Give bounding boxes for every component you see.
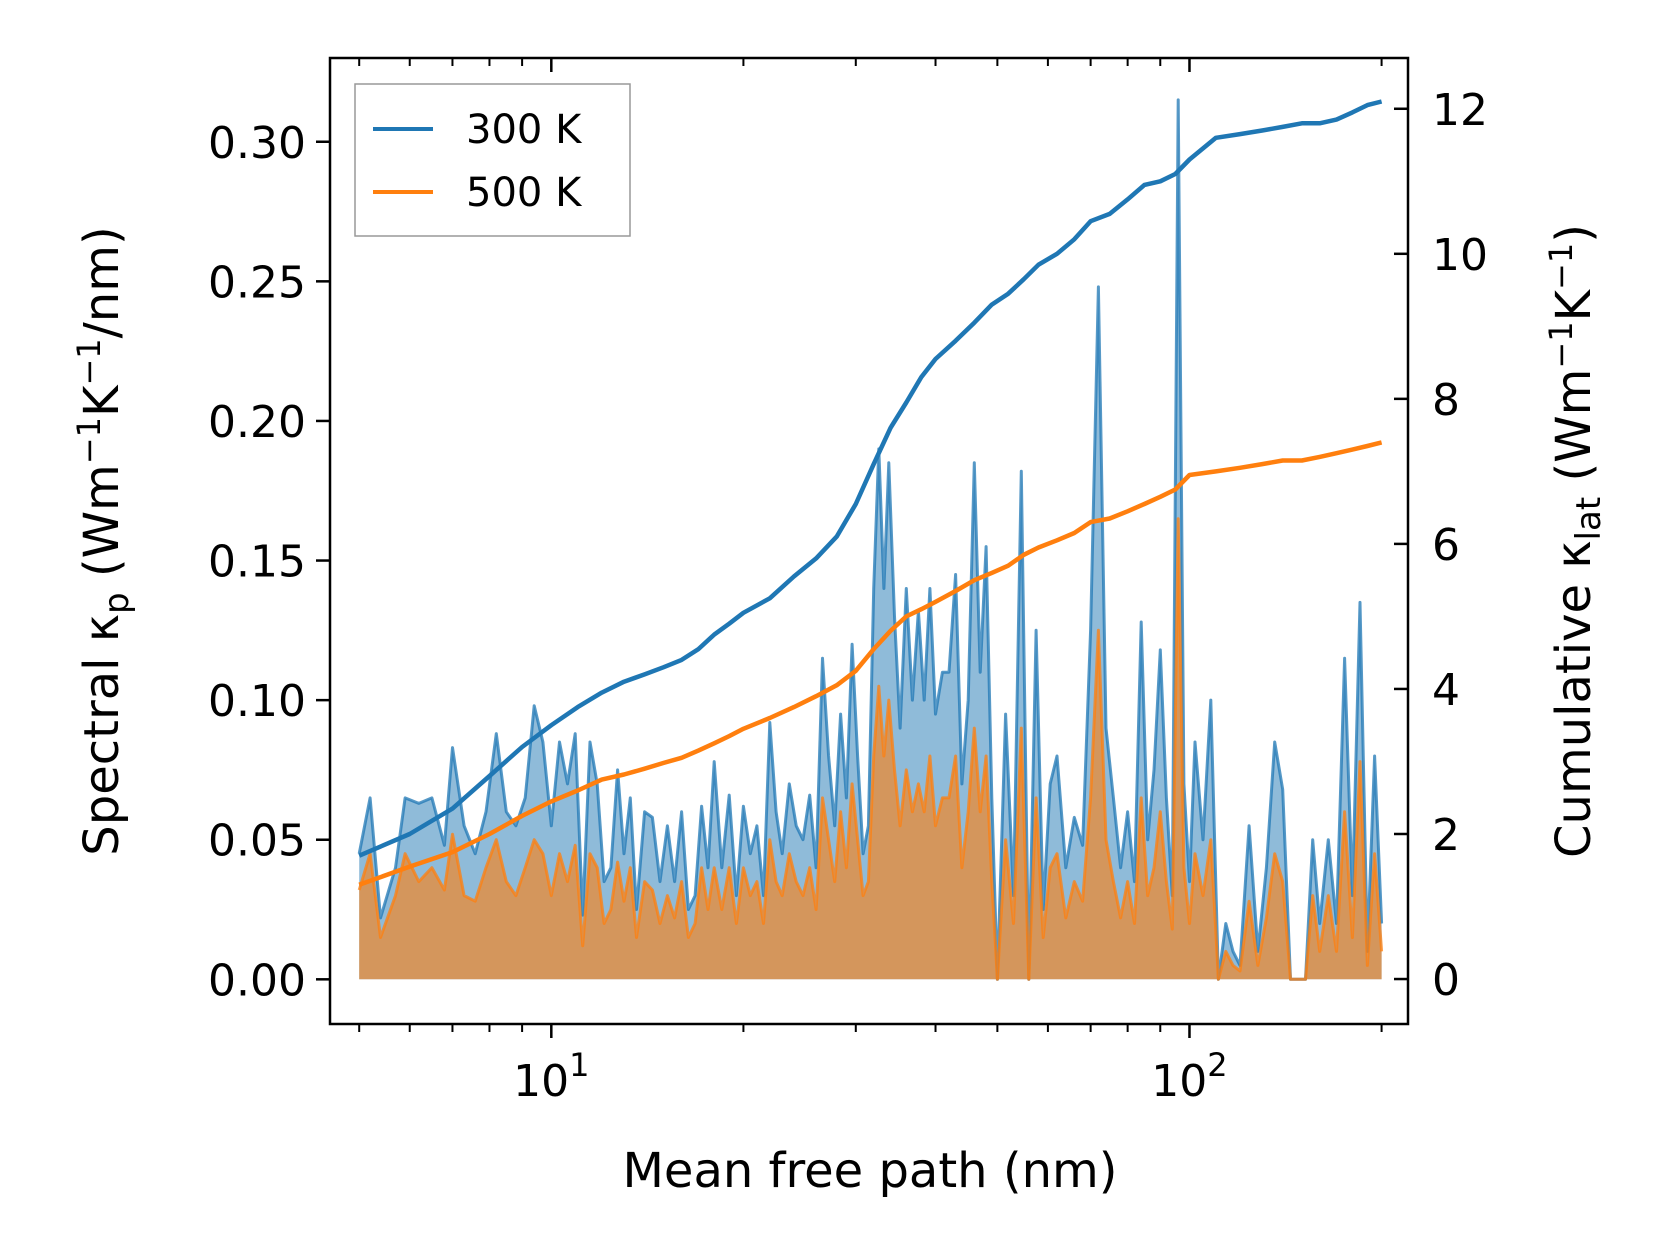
y-left-tick-label: 0.05: [208, 816, 306, 867]
spectral-fill-500k: [359, 518, 1382, 980]
y-right-tick-label: 10: [1432, 230, 1488, 281]
y-left-tick-label: 0.10: [208, 676, 306, 727]
cumulative-line-300k: [358, 99, 1383, 858]
y-left-tick-label: 0.25: [208, 257, 306, 308]
legend-label-300k: 300 K: [466, 107, 583, 153]
y-right-tick-label: 8: [1432, 375, 1460, 426]
y-right-tick-label: 4: [1432, 665, 1460, 716]
x-tick-label: 102: [1151, 1046, 1227, 1107]
legend: 300 K 500 K: [354, 83, 631, 237]
spectral-line-500k: [357, 517, 1384, 981]
legend-frame: [354, 83, 631, 237]
y-left-tick-label: 0.30: [208, 118, 306, 169]
x-tick-label: 101: [513, 1046, 589, 1107]
axes: 0.00 0.05 0.10 0.15 0.20 0.25 0.30 0 2 4 6 8 10 12 101…: [208, 56, 1488, 1107]
y-axis-right-title: Cumulative κlat (Wm−1K−1): [1542, 224, 1609, 858]
y-left-tick-label: 0.20: [208, 397, 306, 448]
y-axis-left-title: Spectral κp (Wm−1K−1/nm): [70, 226, 137, 855]
spectral-fills: [357, 98, 1384, 981]
cumulative-line-500k: [358, 440, 1383, 887]
spectral-line-300k: [357, 98, 1384, 981]
plot-frame: [328, 56, 1410, 1026]
y-right-tick-label: 12: [1432, 85, 1488, 136]
y-right-tick-label: 2: [1432, 810, 1460, 861]
y-left-tick-label: 0.00: [208, 955, 306, 1006]
legend-label-500k: 500 K: [466, 170, 583, 216]
x-axis-title: Mean free path (nm): [623, 1143, 1118, 1199]
cumulative-lines: [358, 99, 1383, 887]
y-right-tick-label: 6: [1432, 520, 1460, 571]
y-left-tick-label: 0.15: [208, 537, 306, 588]
y-right-tick-label: 0: [1432, 955, 1460, 1006]
